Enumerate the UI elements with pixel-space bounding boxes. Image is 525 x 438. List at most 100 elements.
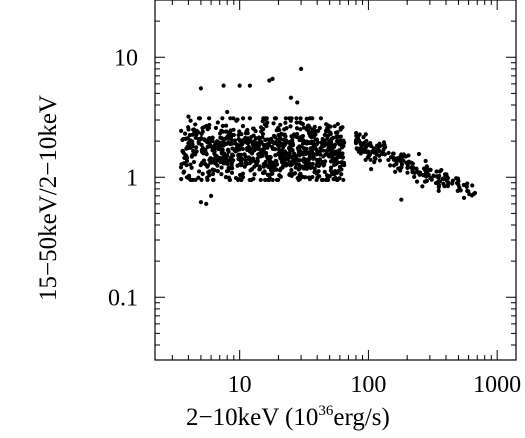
data-point xyxy=(303,175,308,180)
data-point xyxy=(306,128,311,133)
data-point xyxy=(287,151,292,156)
data-point xyxy=(311,145,317,151)
data-point xyxy=(234,148,239,153)
data-point xyxy=(321,139,326,144)
data-point xyxy=(321,143,326,148)
data-point xyxy=(204,123,209,129)
data-point xyxy=(312,128,318,133)
data-point xyxy=(259,151,264,156)
data-point xyxy=(240,116,246,121)
data-point xyxy=(221,83,226,88)
data-point xyxy=(265,120,270,125)
data-point xyxy=(247,149,252,154)
data-point xyxy=(179,128,184,133)
data-point xyxy=(215,155,220,160)
data-point xyxy=(304,150,309,155)
data-point xyxy=(307,116,312,121)
data-point xyxy=(246,156,252,162)
data-point xyxy=(209,193,214,198)
data-point xyxy=(289,173,294,178)
data-point xyxy=(371,146,377,151)
data-point xyxy=(416,151,422,157)
data-point xyxy=(270,76,275,82)
data-point xyxy=(210,138,215,143)
data-point xyxy=(433,180,439,186)
data-point xyxy=(196,175,201,180)
data-point xyxy=(205,139,210,144)
data-point xyxy=(278,155,283,161)
data-point xyxy=(354,131,359,136)
data-point xyxy=(212,151,217,156)
data-point xyxy=(236,152,242,157)
data-point xyxy=(282,156,288,162)
data-point xyxy=(291,134,296,139)
data-point xyxy=(199,131,204,136)
data-point xyxy=(328,124,333,129)
data-point xyxy=(436,175,441,180)
data-point xyxy=(395,157,400,162)
data-point xyxy=(186,127,191,132)
data-point xyxy=(232,138,238,143)
data-point xyxy=(469,193,475,198)
data-point xyxy=(455,188,460,193)
data-point xyxy=(399,155,404,160)
data-point xyxy=(386,157,391,163)
data-point xyxy=(412,170,417,175)
data-point xyxy=(207,144,213,149)
data-point xyxy=(243,131,249,136)
data-point xyxy=(200,161,205,166)
data-point xyxy=(318,116,323,121)
data-point xyxy=(277,168,283,173)
data-point xyxy=(197,116,202,121)
data-point xyxy=(268,172,273,177)
data-point xyxy=(393,169,398,174)
data-point xyxy=(239,177,244,183)
data-point xyxy=(213,161,219,166)
data-point xyxy=(300,121,305,127)
data-point xyxy=(262,117,267,122)
data-point xyxy=(409,165,414,170)
data-point xyxy=(323,159,328,164)
data-point xyxy=(199,177,204,183)
data-point xyxy=(288,95,294,100)
data-point xyxy=(271,133,277,139)
data-point xyxy=(339,172,344,177)
data-point xyxy=(253,143,258,148)
data-point xyxy=(327,145,332,150)
data-point xyxy=(332,162,337,167)
data-point xyxy=(255,156,260,161)
data-point xyxy=(472,190,478,196)
data-point xyxy=(202,137,207,142)
data-point xyxy=(330,158,335,163)
data-point xyxy=(417,171,422,176)
data-point xyxy=(204,152,209,157)
data-point xyxy=(270,144,275,150)
data-point xyxy=(237,129,242,134)
data-point xyxy=(399,197,404,202)
data-point xyxy=(353,140,359,146)
data-point xyxy=(217,131,223,136)
data-point xyxy=(311,141,316,146)
data-point xyxy=(237,83,242,88)
data-point xyxy=(211,177,216,183)
y-axis-label: 15−50keV/2−10keV xyxy=(35,95,62,301)
data-point xyxy=(226,149,231,154)
x-tick-label: 1000 xyxy=(473,372,521,398)
data-point xyxy=(383,145,388,150)
data-point xyxy=(226,168,231,173)
data-point xyxy=(260,135,265,140)
data-point xyxy=(341,138,346,143)
data-point xyxy=(220,123,225,129)
data-point xyxy=(275,137,280,142)
data-point xyxy=(341,177,346,183)
data-point xyxy=(315,169,321,174)
data-point xyxy=(215,169,220,174)
data-point xyxy=(223,129,228,134)
data-point xyxy=(268,168,274,173)
data-point xyxy=(257,164,262,169)
data-point xyxy=(282,149,288,154)
data-point xyxy=(300,164,305,169)
data-point xyxy=(270,177,275,183)
data-point xyxy=(278,142,283,147)
